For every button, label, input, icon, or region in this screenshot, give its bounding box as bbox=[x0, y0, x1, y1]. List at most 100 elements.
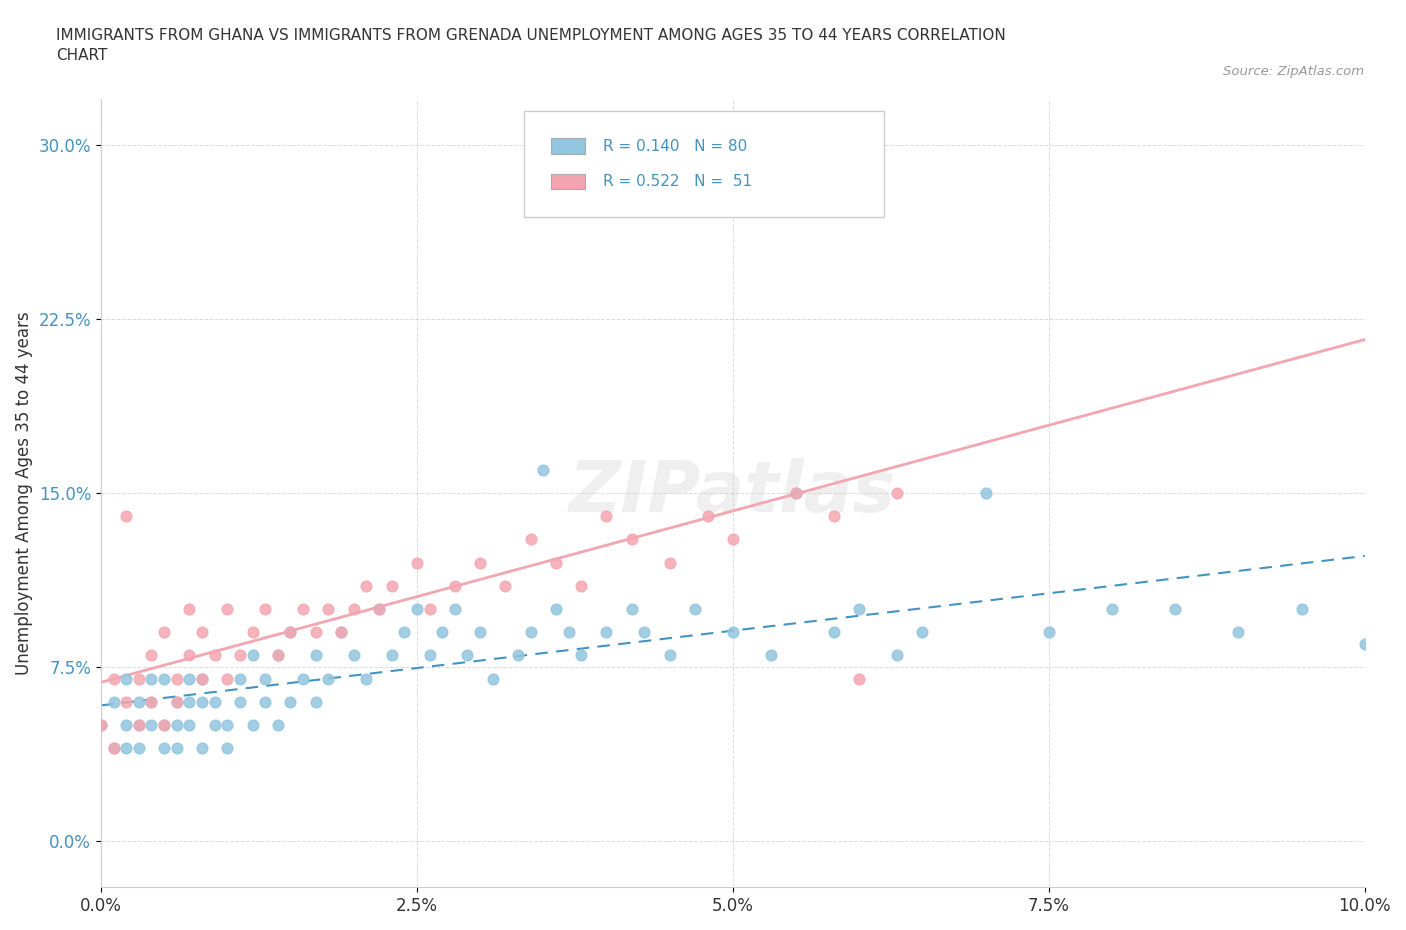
Point bbox=[242, 648, 264, 663]
Point bbox=[128, 695, 150, 710]
Point bbox=[128, 671, 150, 686]
Point bbox=[141, 695, 163, 710]
Point bbox=[330, 625, 353, 640]
Point bbox=[103, 740, 125, 755]
Point bbox=[179, 717, 201, 732]
Point bbox=[620, 602, 643, 617]
Y-axis label: Unemployment Among Ages 35 to 44 years: Unemployment Among Ages 35 to 44 years bbox=[15, 312, 32, 675]
Point bbox=[267, 648, 290, 663]
Point bbox=[229, 648, 252, 663]
Point bbox=[115, 509, 138, 524]
Point bbox=[658, 648, 681, 663]
Point bbox=[330, 625, 353, 640]
Point bbox=[405, 555, 427, 570]
Point bbox=[166, 740, 188, 755]
Point bbox=[343, 648, 366, 663]
Point bbox=[204, 695, 226, 710]
Point bbox=[217, 671, 239, 686]
Point bbox=[468, 625, 491, 640]
Point bbox=[318, 671, 340, 686]
Point bbox=[153, 717, 176, 732]
Point bbox=[356, 671, 378, 686]
Point bbox=[115, 717, 138, 732]
Point bbox=[242, 717, 264, 732]
Point bbox=[785, 485, 807, 500]
Point bbox=[368, 602, 391, 617]
Point bbox=[1227, 625, 1250, 640]
Point bbox=[153, 671, 176, 686]
Point bbox=[179, 671, 201, 686]
Point bbox=[179, 602, 201, 617]
Point bbox=[1354, 636, 1376, 651]
Point bbox=[103, 695, 125, 710]
Text: ZIPatlas: ZIPatlas bbox=[569, 458, 897, 527]
Point bbox=[405, 602, 427, 617]
Point bbox=[356, 578, 378, 593]
Point bbox=[166, 717, 188, 732]
Point bbox=[267, 648, 290, 663]
Point bbox=[557, 625, 579, 640]
Point bbox=[179, 648, 201, 663]
Point bbox=[242, 625, 264, 640]
Point bbox=[128, 740, 150, 755]
Point bbox=[569, 578, 592, 593]
Point bbox=[443, 602, 465, 617]
Point bbox=[191, 695, 214, 710]
Point bbox=[217, 740, 239, 755]
Point bbox=[90, 717, 112, 732]
Point bbox=[506, 648, 529, 663]
Point bbox=[848, 602, 870, 617]
Point bbox=[1038, 625, 1060, 640]
FancyBboxPatch shape bbox=[524, 111, 884, 217]
Point bbox=[153, 625, 176, 640]
Point bbox=[759, 648, 782, 663]
Point bbox=[683, 602, 706, 617]
Point bbox=[381, 648, 404, 663]
Point bbox=[229, 695, 252, 710]
Point bbox=[103, 740, 125, 755]
Point bbox=[115, 671, 138, 686]
Point bbox=[318, 602, 340, 617]
Point bbox=[166, 695, 188, 710]
Text: R = 0.140   N = 80: R = 0.140 N = 80 bbox=[603, 139, 747, 153]
FancyBboxPatch shape bbox=[551, 174, 585, 190]
FancyBboxPatch shape bbox=[551, 139, 585, 153]
Point bbox=[658, 555, 681, 570]
Point bbox=[759, 184, 782, 199]
Point bbox=[217, 717, 239, 732]
Point bbox=[217, 602, 239, 617]
Point bbox=[191, 740, 214, 755]
Point bbox=[848, 671, 870, 686]
Point bbox=[292, 671, 315, 686]
Point bbox=[785, 485, 807, 500]
Point bbox=[280, 625, 302, 640]
Point bbox=[343, 602, 366, 617]
Point bbox=[305, 648, 328, 663]
Point bbox=[595, 509, 617, 524]
Point bbox=[1164, 602, 1187, 617]
Point bbox=[191, 671, 214, 686]
Point bbox=[544, 555, 567, 570]
Point bbox=[974, 485, 997, 500]
Point bbox=[368, 602, 391, 617]
Point bbox=[633, 625, 655, 640]
Point bbox=[103, 671, 125, 686]
Point bbox=[166, 695, 188, 710]
Point bbox=[886, 485, 908, 500]
Point bbox=[481, 671, 503, 686]
Point bbox=[141, 648, 163, 663]
Point bbox=[153, 740, 176, 755]
Point bbox=[128, 717, 150, 732]
Point bbox=[254, 695, 277, 710]
Point bbox=[823, 625, 845, 640]
Point bbox=[544, 602, 567, 617]
Point bbox=[115, 740, 138, 755]
Point bbox=[721, 625, 744, 640]
Point bbox=[280, 625, 302, 640]
Point bbox=[456, 648, 478, 663]
Point bbox=[153, 717, 176, 732]
Point bbox=[418, 602, 440, 617]
Point bbox=[721, 532, 744, 547]
Point bbox=[254, 671, 277, 686]
Text: R = 0.522   N =  51: R = 0.522 N = 51 bbox=[603, 174, 752, 189]
